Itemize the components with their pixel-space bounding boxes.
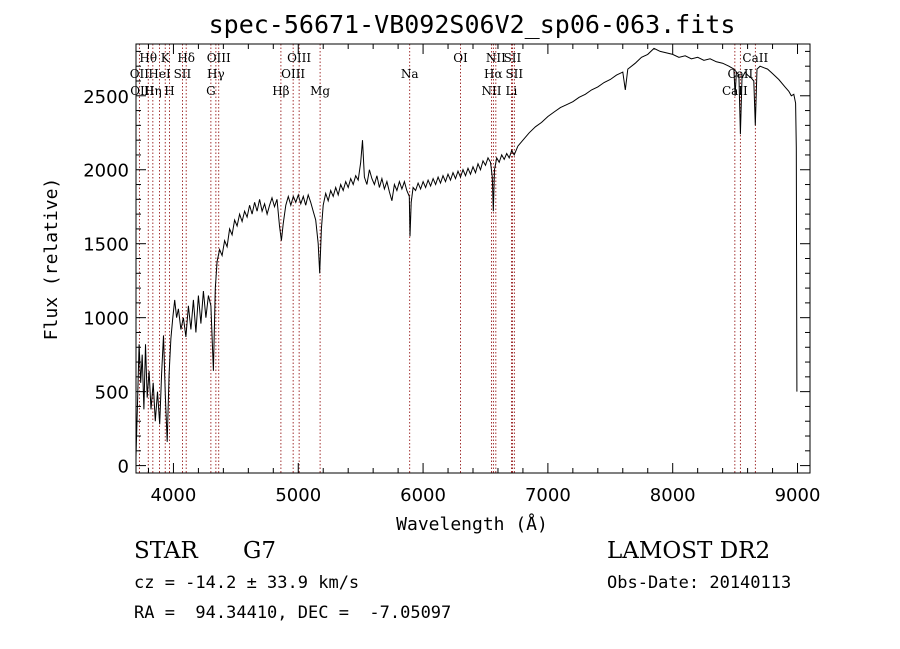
marker-label-8: CaII	[742, 51, 768, 65]
marker-label-21: G	[206, 84, 216, 98]
y-tick-label-1: 500	[95, 383, 129, 404]
redshift-velocity: cz = -14.2 ± 33.9 km/s	[134, 573, 360, 593]
y-tick-label-4: 2000	[83, 161, 129, 182]
x-tick-label-4: 8000	[650, 485, 696, 506]
x-tick-label-0: 4000	[151, 485, 197, 506]
marker-label-13: OIII	[281, 67, 305, 81]
marker-label-4: OIII	[287, 51, 311, 65]
y-tick-labels: 0 500 1000 1500 2000 2500	[83, 87, 129, 478]
x-tick-label-5: 9000	[775, 485, 821, 506]
marker-label-17: CaII	[727, 67, 753, 81]
x-tick-label-1: 5000	[275, 485, 321, 506]
chart-title: spec-56671-VB092S06V2_sp06-063.fits	[209, 10, 736, 39]
spectral-line-markers	[138, 44, 756, 473]
marker-label-9: OII	[130, 67, 150, 81]
marker-label-22: Hβ	[272, 84, 289, 98]
marker-label-25: Li	[506, 84, 518, 98]
x-axis-label: Wavelength (Å)	[396, 513, 548, 535]
marker-label-7: SII	[504, 51, 522, 65]
marker-label-6: NII	[486, 51, 506, 65]
x-tick-label-3: 7000	[525, 485, 571, 506]
y-tick-label-2: 1000	[83, 309, 129, 330]
y-tick-label-0: 0	[118, 457, 129, 478]
spectrum-series-line	[135, 47, 798, 457]
marker-label-24: NII	[481, 84, 501, 98]
plot-frame	[135, 43, 811, 474]
star-class-label: STAR	[134, 538, 198, 564]
y-tick-label-3: 1500	[83, 235, 129, 256]
marker-label-10: HeI	[148, 67, 171, 81]
marker-label-16: SII	[505, 67, 523, 81]
y-axis-label: Flux (relative)	[41, 178, 62, 341]
survey-name: LAMOST DR2	[607, 538, 771, 564]
marker-label-1: K	[161, 51, 171, 65]
coordinates: RA = 94.34410, DEC = -7.05097	[134, 603, 452, 623]
star-subclass-label: G7	[243, 538, 277, 564]
axis-ticks	[136, 44, 810, 473]
marker-label-15: Hα	[484, 67, 503, 81]
marker-label-12: Hγ	[207, 67, 225, 81]
y-tick-label-5: 2500	[83, 87, 129, 108]
x-tick-labels: 4000 5000 6000 7000 8000 9000	[151, 485, 821, 506]
marker-label-20: H	[164, 84, 174, 98]
marker-label-14: Na	[401, 67, 419, 81]
marker-label-23: Mg	[310, 84, 330, 98]
marker-label-5: OI	[453, 51, 468, 65]
marker-label-0: Hθ	[139, 51, 157, 65]
observation-date: Obs-Date: 20140113	[607, 573, 792, 593]
marker-label-11: SII	[174, 67, 192, 81]
marker-label-2: Hδ	[177, 51, 195, 65]
x-tick-label-2: 6000	[400, 485, 446, 506]
marker-label-19: Hη	[144, 84, 162, 98]
marker-label-3: OIII	[207, 51, 231, 65]
